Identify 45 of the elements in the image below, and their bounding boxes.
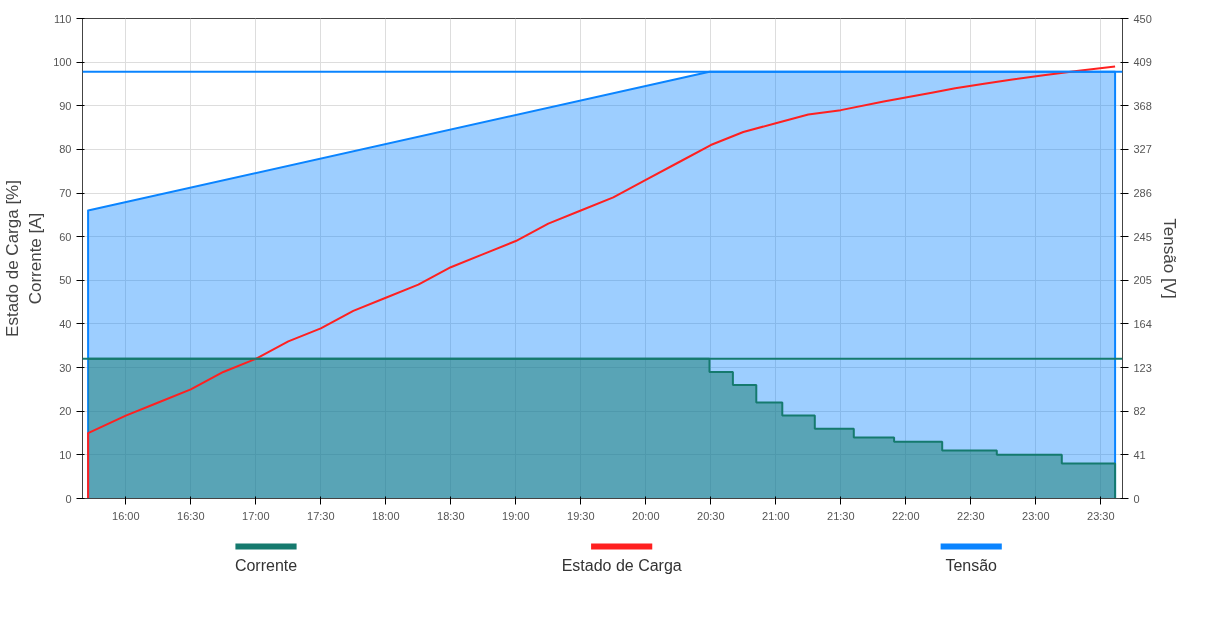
y2-tick-label: 327 — [1133, 143, 1152, 156]
y2-tick-label: 450 — [1133, 12, 1152, 25]
y2-axis-title: Tensão [V] — [1159, 218, 1179, 299]
y2-tick-label: 245 — [1133, 230, 1152, 243]
x-tick-label: 23:30 — [1087, 509, 1115, 522]
y-tick-label: 90 — [59, 99, 72, 112]
legend-label: Corrente — [234, 556, 298, 574]
x-tick-label: 17:00 — [242, 509, 270, 522]
y-tick-label: 40 — [59, 317, 72, 330]
x-tick-label: 20:00 — [632, 509, 660, 522]
x-tick-label: 16:30 — [177, 509, 205, 522]
x-tick-label: 22:00 — [892, 509, 920, 522]
y-tick-label: 110 — [53, 12, 72, 25]
x-tick-label: 21:30 — [827, 509, 855, 522]
y2-tick-label: 123 — [1133, 361, 1152, 374]
x-tick-label: 20:30 — [697, 509, 725, 522]
y-tick-label: 10 — [59, 448, 72, 461]
y2-tick-label: 41 — [1133, 448, 1146, 461]
legend-label: Estado de Carga — [561, 556, 682, 574]
y-tick-label: 80 — [59, 143, 72, 156]
x-tick-label: 18:00 — [372, 509, 400, 522]
x-tick-label: 23:00 — [1022, 509, 1050, 522]
x-tick-label: 22:30 — [957, 509, 985, 522]
y2-tick-label: 368 — [1133, 99, 1152, 112]
y2-tick-label: 205 — [1133, 274, 1152, 287]
x-tick-label: 18:30 — [437, 509, 465, 522]
y2-tick-label: 164 — [1133, 317, 1152, 330]
y-tick-label: 70 — [59, 187, 72, 200]
y-tick-label: 0 — [65, 492, 72, 505]
y-tick-label: 20 — [59, 405, 72, 418]
x-tick-label: 19:00 — [502, 509, 530, 522]
y-tick-label: 100 — [53, 56, 72, 69]
x-tick-label: 17:30 — [307, 509, 335, 522]
y2-tick-label: 82 — [1133, 405, 1146, 418]
y-tick-label: 60 — [59, 230, 72, 243]
y2-tick-label: 409 — [1133, 56, 1152, 69]
y-tick-label: 30 — [59, 361, 72, 374]
x-tick-label: 19:30 — [567, 509, 595, 522]
y2-tick-label: 286 — [1133, 187, 1152, 200]
y2-tick-label: 0 — [1133, 492, 1140, 505]
y-tick-label: 50 — [59, 274, 72, 287]
y-axis-title: Estado de Carga [%] Corrente [A] — [3, 180, 46, 337]
legend-label: Tensão — [945, 556, 998, 574]
x-tick-label: 16:00 — [112, 509, 140, 522]
x-tick-label: 21:00 — [762, 509, 790, 522]
